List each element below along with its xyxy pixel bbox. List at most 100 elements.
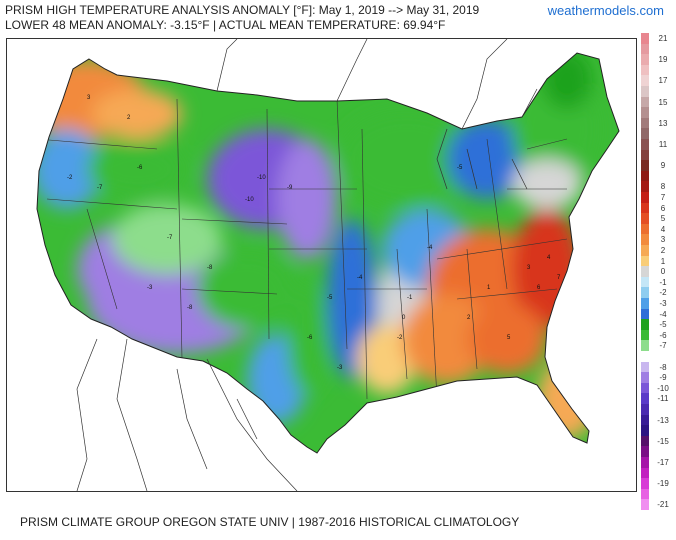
legend-label: 11 [658,140,668,149]
legend-label: -3 [659,299,667,308]
legend-swatch [641,33,649,44]
legend-swatch [641,361,649,373]
legend-swatch [641,54,649,66]
legend-row: -7 [641,340,675,352]
map-canvas: -10-10-9-8-7-6-5-4-3-2-101234567-6-7-5-4… [7,39,636,491]
legend-row: -10 [641,382,675,394]
legend-swatch [641,478,649,490]
legend-row: 15 [641,96,675,108]
legend-row: -3 [641,298,675,309]
legend-row: 4 [641,223,675,235]
legend-swatch [641,234,649,246]
legend-label: 8 [660,182,666,192]
legend-row: -19 [641,478,675,490]
legend-label: 15 [658,97,668,107]
legend-row: -5 [641,319,675,331]
legend-swatch [641,43,649,55]
legend-label: -5 [659,320,667,330]
neighbor-borders [76,39,538,491]
anomaly-value-label: -10 [257,175,266,181]
state-borders [37,98,568,400]
legend-row [641,43,675,55]
legend-row: 13 [641,117,675,129]
anomaly-value-label: 6 [537,285,541,291]
legend-row [641,107,675,119]
legend-row: 8 [641,181,675,193]
legend-row [641,64,675,76]
legend-swatch [641,117,649,129]
legend-label: 4 [660,224,666,234]
legend-row: -9 [641,372,675,384]
anomaly-value-label: -3 [147,285,153,291]
anomaly-value-label: 4 [547,255,551,261]
anomaly-value-label: -4 [357,275,363,281]
legend-row: 17 [641,75,675,87]
legend-row: 11 [641,139,675,150]
legend-row: -4 [641,308,675,320]
anomaly-value-label: -1 [407,295,413,301]
legend-swatch [641,139,649,150]
legend-label: 0 [660,267,666,277]
legend-swatch [641,414,649,426]
legend-swatch [641,266,649,278]
legend-row: 3 [641,234,675,246]
map-subtitle: LOWER 48 MEAN ANOMALY: -3.15°F | ACTUAL … [5,18,446,32]
legend-row: -8 [641,361,675,373]
legend-swatch [641,457,649,468]
legend-label: -6 [659,330,667,340]
legend-label: -19 [657,479,669,489]
legend-swatch [641,213,649,225]
anomaly-value-label: 2 [127,115,131,121]
legend-swatch [641,276,649,288]
legend-row: -13 [641,414,675,426]
legend-swatch [641,245,649,256]
legend-row: -6 [641,329,675,341]
legend-swatch [641,128,649,140]
legend-label: -17 [657,458,669,467]
legend-label: -21 [657,500,669,510]
anomaly-value-label: 7 [557,275,561,281]
legend-swatch [641,351,649,362]
legend-row [641,149,675,161]
legend-label: 19 [658,55,668,65]
anomaly-value-label: 3 [527,265,531,271]
anomaly-value-label: 3 [87,95,91,101]
legend-label: -10 [657,383,669,393]
legend-row: 9 [641,160,675,172]
legend-swatch [641,319,649,331]
legend-label: -9 [659,373,667,383]
site-link[interactable]: weathermodels.com [547,3,664,18]
legend-swatch [641,488,649,500]
anomaly-value-label: -5 [327,295,333,301]
legend-row [641,446,675,458]
anomaly-value-label: -6 [137,165,143,171]
legend-swatch [641,107,649,119]
legend-swatch [641,372,649,384]
legend-row: 19 [641,54,675,66]
legend-label: -8 [659,362,667,372]
anomaly-value-label: -2 [67,175,73,181]
legend-swatch [641,255,649,267]
legend-row [641,351,675,362]
legend-label: 7 [660,193,666,202]
legend-swatch [641,298,649,309]
legend-swatch [641,96,649,108]
legend-row [641,170,675,182]
legend-swatch [641,181,649,193]
legend-swatch [641,393,649,405]
color-legend: 21 19 17 15 13 11 9 8 7 6 5 4 3 2 1 0 -1 -2 -3 -4 -5 -6 -7 -8 -9… [641,33,675,511]
anomaly-value-label: -6 [307,335,313,341]
legend-row: -15 [641,435,675,447]
legend-row: 0 [641,266,675,278]
anomaly-value-label: -9 [287,185,293,191]
legend-label: 5 [660,214,666,224]
legend-swatch [641,64,649,76]
legend-label: -7 [659,341,667,351]
legend-swatch [641,86,649,97]
anomaly-value-label: -2 [397,335,403,341]
legend-label: 1 [660,256,666,266]
legend-label: 2 [660,246,666,255]
legend-label: 13 [658,118,668,128]
legend-row: 1 [641,255,675,267]
legend-label: -13 [657,415,669,425]
